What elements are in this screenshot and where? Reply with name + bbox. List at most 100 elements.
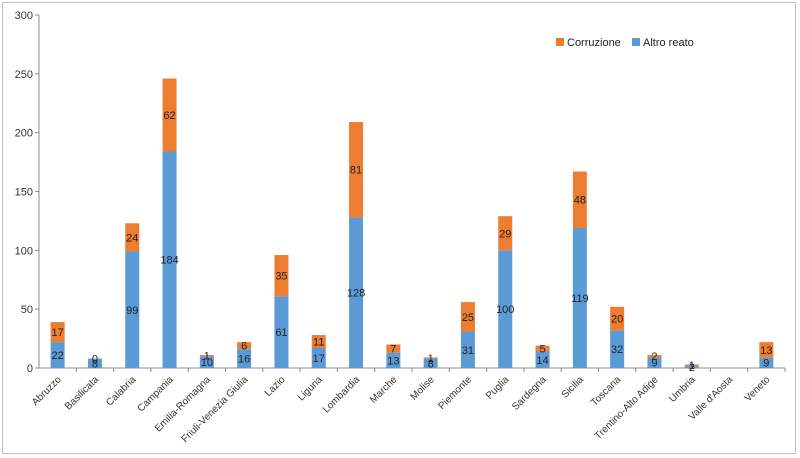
bar-altro-reato [572, 227, 587, 368]
x-category-label: Lazio [263, 374, 288, 399]
legend-swatch-corruzione [556, 38, 564, 46]
y-tick-label: 50 [21, 304, 33, 316]
data-label-altro-reato: 31 [462, 345, 474, 357]
data-label-altro-reato: 119 [571, 293, 589, 305]
data-label-altro-reato: 17 [313, 353, 325, 365]
bar-corruzione [498, 216, 513, 251]
data-label-corruzione: 5 [539, 344, 545, 356]
x-category-label: Sardegna [510, 374, 549, 413]
data-label-corruzione: 6 [241, 341, 247, 353]
data-label-corruzione: 24 [126, 232, 138, 244]
data-label-altro-reato: 14 [536, 355, 548, 367]
bar-altro-reato [498, 250, 513, 368]
data-label-corruzione: 7 [390, 344, 396, 356]
bar-altro-reato [162, 151, 177, 368]
data-label-corruzione: 11 [313, 337, 324, 349]
data-label-altro-reato: 22 [52, 350, 64, 362]
bar-corruzione [274, 255, 289, 297]
bar-altro-reato [610, 330, 625, 368]
x-category-label: Sicilia [560, 374, 587, 401]
y-tick-label: 0 [27, 363, 33, 375]
x-category-label: Liguria [296, 374, 325, 403]
data-label-corruzione: 35 [275, 271, 287, 283]
bar-altro-reato [759, 357, 774, 368]
bar-altro-reato [460, 331, 475, 368]
data-label-altro-reato: 8 [92, 358, 98, 370]
x-category-label: Abruzzo [30, 374, 64, 408]
x-category-label: Puglia [484, 374, 512, 402]
legend-swatch-altro-reato [632, 38, 640, 46]
bar-corruzione [311, 335, 326, 348]
data-label-altro-reato: 184 [160, 255, 178, 267]
y-tick-label: 100 [15, 245, 33, 257]
data-label-corruzione: 2 [651, 351, 657, 363]
data-label-altro-reato: 61 [275, 327, 287, 339]
bar-corruzione [162, 78, 177, 152]
bar-altro-reato [237, 349, 252, 368]
x-category-label: Toscana [589, 374, 623, 408]
y-tick-label: 300 [15, 10, 33, 22]
x-category-label: Veneto [743, 374, 773, 404]
data-label-altro-reato: 128 [347, 288, 365, 300]
data-label-altro-reato: 100 [496, 304, 514, 316]
data-label-altro-reato: 2 [689, 362, 695, 374]
data-label-altro-reato: 16 [238, 354, 250, 366]
data-label-altro-reato: 9 [763, 358, 769, 370]
data-label-corruzione: 25 [462, 312, 474, 324]
data-label-corruzione: 0 [92, 354, 98, 366]
bar-corruzione [572, 171, 587, 228]
bar-altro-reato [684, 365, 699, 368]
bar-altro-reato [199, 356, 214, 368]
bar-corruzione [423, 357, 438, 359]
bar-corruzione [50, 322, 65, 343]
x-category-label: Umbria [667, 374, 698, 405]
x-category-label: Marche [368, 374, 400, 406]
legend-label-altro-reato: Altro reato [643, 37, 694, 49]
bar-corruzione [125, 223, 140, 252]
data-label-corruzione: 81 [350, 165, 362, 177]
bar-corruzione [237, 342, 252, 350]
bar-corruzione [647, 355, 662, 358]
bar-corruzione [386, 344, 401, 353]
data-label-altro-reato: 99 [126, 305, 138, 317]
bar-altro-reato [386, 352, 401, 368]
data-label-corruzione: 13 [760, 345, 772, 357]
y-tick-label: 200 [15, 128, 33, 140]
bar-corruzione [199, 355, 214, 357]
bar-corruzione [684, 364, 699, 366]
bar-altro-reato [87, 358, 102, 368]
x-category-label: Molise [409, 374, 438, 403]
data-label-altro-reato: 13 [387, 355, 399, 367]
bar-corruzione [460, 302, 475, 332]
bar-corruzione [535, 345, 550, 352]
y-tick-label: 150 [15, 187, 33, 199]
x-category-label: Friuli-Venezia Giulia [180, 374, 251, 445]
x-category-label: Piemonte [436, 374, 474, 412]
data-label-corruzione: 1 [689, 360, 695, 372]
bar-corruzione [759, 342, 774, 358]
x-category-label: Basilicata [63, 374, 101, 412]
data-label-corruzione: 62 [163, 110, 175, 122]
data-label-altro-reato: 32 [611, 344, 623, 356]
bar-altro-reato [50, 342, 65, 368]
y-tick-label: 250 [15, 69, 33, 81]
data-label-corruzione: 48 [574, 195, 586, 207]
data-label-corruzione: 1 [428, 353, 434, 365]
data-label-corruzione: 17 [52, 327, 64, 339]
bar-corruzione [349, 122, 364, 218]
data-label-corruzione: 1 [204, 351, 210, 363]
bar-altro-reato [311, 347, 326, 368]
data-label-altro-reato: 9 [651, 358, 657, 370]
bar-altro-reato [274, 296, 289, 368]
x-category-label: Trentino-Alto Adige [593, 374, 661, 442]
data-label-corruzione: 29 [499, 228, 511, 240]
bar-altro-reato [125, 251, 140, 368]
bar-altro-reato [423, 358, 438, 368]
bar-corruzione [610, 306, 625, 331]
x-category-label: Lombardia [321, 374, 362, 415]
data-label-corruzione: 20 [611, 314, 623, 326]
bar-altro-reato [349, 217, 364, 368]
bar-altro-reato [535, 351, 550, 368]
data-label-altro-reato: 10 [201, 357, 213, 369]
